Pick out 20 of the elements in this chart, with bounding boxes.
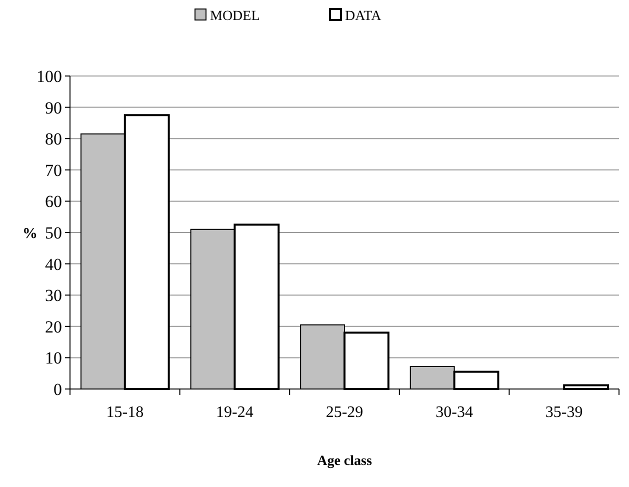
x-tick-label: 25-29 (326, 404, 364, 421)
x-tick-label: 19-24 (216, 404, 254, 421)
y-tick-label: 20 (45, 317, 62, 336)
y-tick-label: 50 (45, 223, 62, 242)
y-tick-label: 80 (45, 130, 62, 149)
y-tick-label: 100 (36, 66, 62, 86)
x-tick-label: 35-39 (545, 404, 583, 421)
y-tick-label: 90 (45, 98, 62, 118)
y-tick-label: 70 (45, 160, 62, 180)
y-tick-label: 10 (45, 348, 62, 368)
x-tick-label: 30-34 (436, 404, 473, 421)
x-tick-label: 15-18 (106, 404, 144, 421)
y-tick-label: 40 (45, 254, 62, 274)
legend-label: DATA (345, 8, 382, 24)
y-tick-label: 60 (45, 192, 62, 212)
y-axis-title: % (22, 226, 38, 242)
x-axis-title: Age class (317, 454, 372, 469)
y-tick-label: 30 (45, 286, 62, 306)
y-tick-label: 0 (54, 380, 62, 399)
legend-label: MODEL (210, 8, 260, 24)
